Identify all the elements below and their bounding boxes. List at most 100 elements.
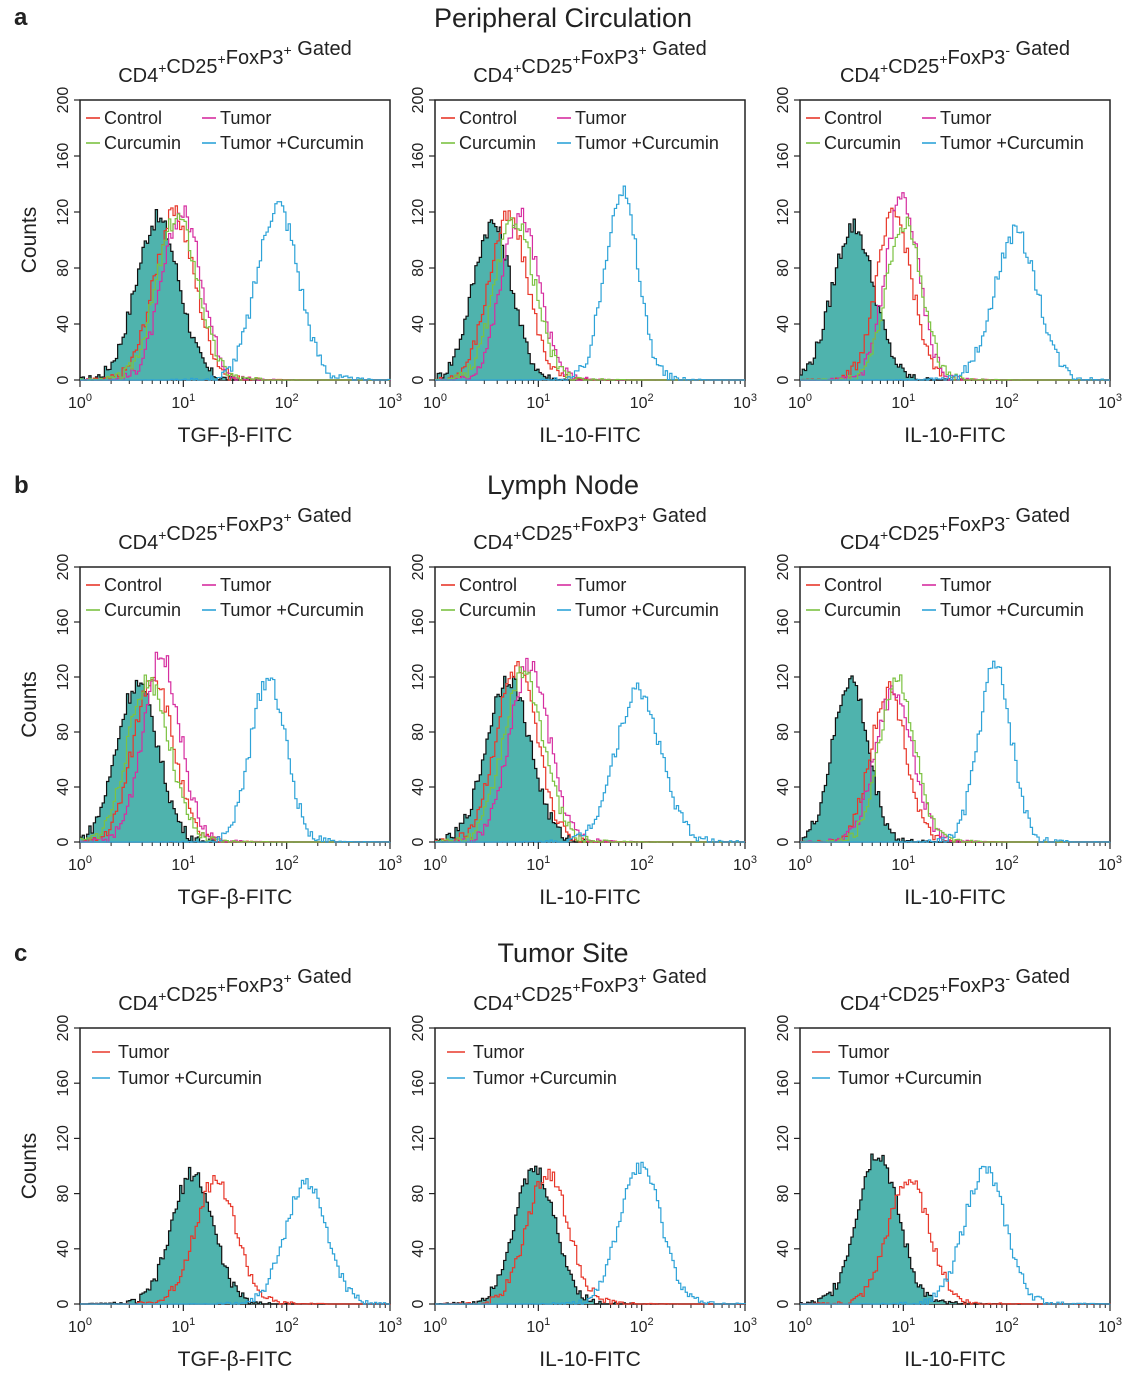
x-tick-label: 103 [1098,1316,1122,1336]
x-tick-label: 103 [378,392,402,412]
legend-label: Tumor [575,575,626,595]
filled-histogram-edge [435,1165,745,1305]
legend-label: Tumor +Curcumin [220,133,364,153]
filled-histogram [80,680,390,842]
panel-letter-b: b [14,472,29,499]
series-line [800,1165,1111,1305]
legend-label: Tumor +Curcumin [220,600,364,620]
y-axis-label: Counts [18,1133,41,1200]
x-tick-label: 102 [275,392,299,412]
x-axis-label: TGF-β-FITC [178,886,293,909]
x-tick-label: 103 [733,392,757,412]
legend-label: Tumor +Curcumin [940,600,1084,620]
x-tick-label: 100 [423,854,447,874]
y-tick-label: 40 [775,315,792,333]
y-tick-label: 200 [775,1015,792,1042]
x-tick-label: 100 [788,854,812,874]
legend: Control Tumor Curcumin Tumor +Curcumin [441,108,719,153]
y-tick-label: 120 [410,199,427,226]
filled-histogram [800,219,1110,380]
x-tick-label: 101 [171,1316,195,1336]
y-tick-label: 80 [55,1185,72,1203]
legend-label: Control [104,575,162,595]
y-tick-label: 0 [775,375,792,384]
legend-label: Tumor [575,108,626,128]
y-tick-label: 0 [55,837,72,846]
panel-title: CD4+CD25+FoxP3+ Gated [118,505,352,554]
legend-label: Control [459,108,517,128]
y-tick-label: 40 [410,315,427,333]
filled-histogram [435,219,745,380]
section-title-c: Tumor Site [497,938,629,968]
legend-label: Tumor [118,1042,169,1062]
x-tick-label: 103 [1098,392,1122,412]
panel-title: CD4+CD25+FoxP3+ Gated [118,966,352,1015]
x-axis-label: IL-10-FITC [904,424,1006,447]
x-tick-label: 100 [68,1316,92,1336]
legend-label: Tumor +Curcumin [575,600,719,620]
y-axis-label: Counts [18,207,41,274]
x-tick-label: 100 [423,1316,447,1336]
panel-letter-a: a [14,4,28,31]
histogram-panel: CD4+CD25+FoxP3+ Gated 0 40 80 120 160 200 100 10… [18,966,402,1371]
panel-title: CD4+CD25+FoxP3+ Gated [473,505,707,554]
y-tick-label: 120 [775,664,792,691]
legend-label: Tumor +Curcumin [575,133,719,153]
histogram-panel: CD4+CD25+FoxP3+ Gated 0 40 80 120 160 200 100 10… [18,38,402,447]
x-tick-label: 103 [1098,854,1122,874]
x-tick-label: 103 [378,854,402,874]
x-tick-label: 102 [630,854,654,874]
x-axis-label: TGF-β-FITC [178,1348,293,1371]
x-tick-label: 102 [275,854,299,874]
y-tick-label: 160 [55,143,72,170]
y-tick-label: 200 [55,1015,72,1042]
y-tick-label: 0 [410,1299,427,1308]
y-tick-label: 120 [55,199,72,226]
y-tick-label: 0 [55,1299,72,1308]
legend-label: Tumor [838,1042,889,1062]
y-tick-label: 40 [55,315,72,333]
legend-label: Curcumin [824,133,901,153]
panel-title: CD4+CD25+FoxP3+ Gated [473,966,707,1015]
y-tick-label: 120 [775,199,792,226]
legend: Control Tumor Curcumin Tumor +Curcumin [806,575,1084,620]
filled-histogram-edge [80,1166,390,1305]
y-tick-label: 160 [775,1070,792,1097]
x-axis-label: IL-10-FITC [904,886,1006,909]
legend: Control Tumor Curcumin Tumor +Curcumin [86,575,364,620]
legend-label: Tumor +Curcumin [838,1068,982,1088]
y-tick-label: 80 [55,723,72,741]
y-tick-label: 40 [55,778,72,796]
x-tick-label: 102 [995,854,1019,874]
series-line [80,201,391,381]
y-tick-label: 40 [775,1240,792,1258]
series-line [435,682,745,843]
series-line [800,216,1110,381]
filled-histogram [800,675,1110,842]
filled-histogram [435,1166,745,1304]
y-tick-label: 160 [775,609,792,636]
x-tick-label: 101 [171,854,195,874]
legend: Control Tumor Curcumin Tumor +Curcumin [441,575,719,620]
legend: Tumor Tumor +Curcumin [92,1042,262,1088]
y-tick-label: 120 [55,664,72,691]
y-tick-label: 200 [410,554,427,581]
x-tick-label: 102 [995,392,1019,412]
y-tick-label: 120 [55,1125,72,1152]
series-line [80,213,390,381]
x-axis-label: IL-10-FITC [539,1348,641,1371]
legend-label: Curcumin [824,600,901,620]
y-tick-label: 0 [410,837,427,846]
series-line [435,1168,745,1305]
y-tick-label: 80 [410,259,427,277]
y-tick-label: 40 [775,778,792,796]
y-tick-label: 200 [55,554,72,581]
legend-label: Curcumin [104,133,181,153]
x-tick-label: 100 [788,392,812,412]
y-tick-label: 80 [775,723,792,741]
legend: Tumor Tumor +Curcumin [812,1042,982,1088]
x-tick-label: 101 [891,1316,915,1336]
x-tick-label: 101 [171,392,195,412]
legend-label: Tumor +Curcumin [473,1068,617,1088]
